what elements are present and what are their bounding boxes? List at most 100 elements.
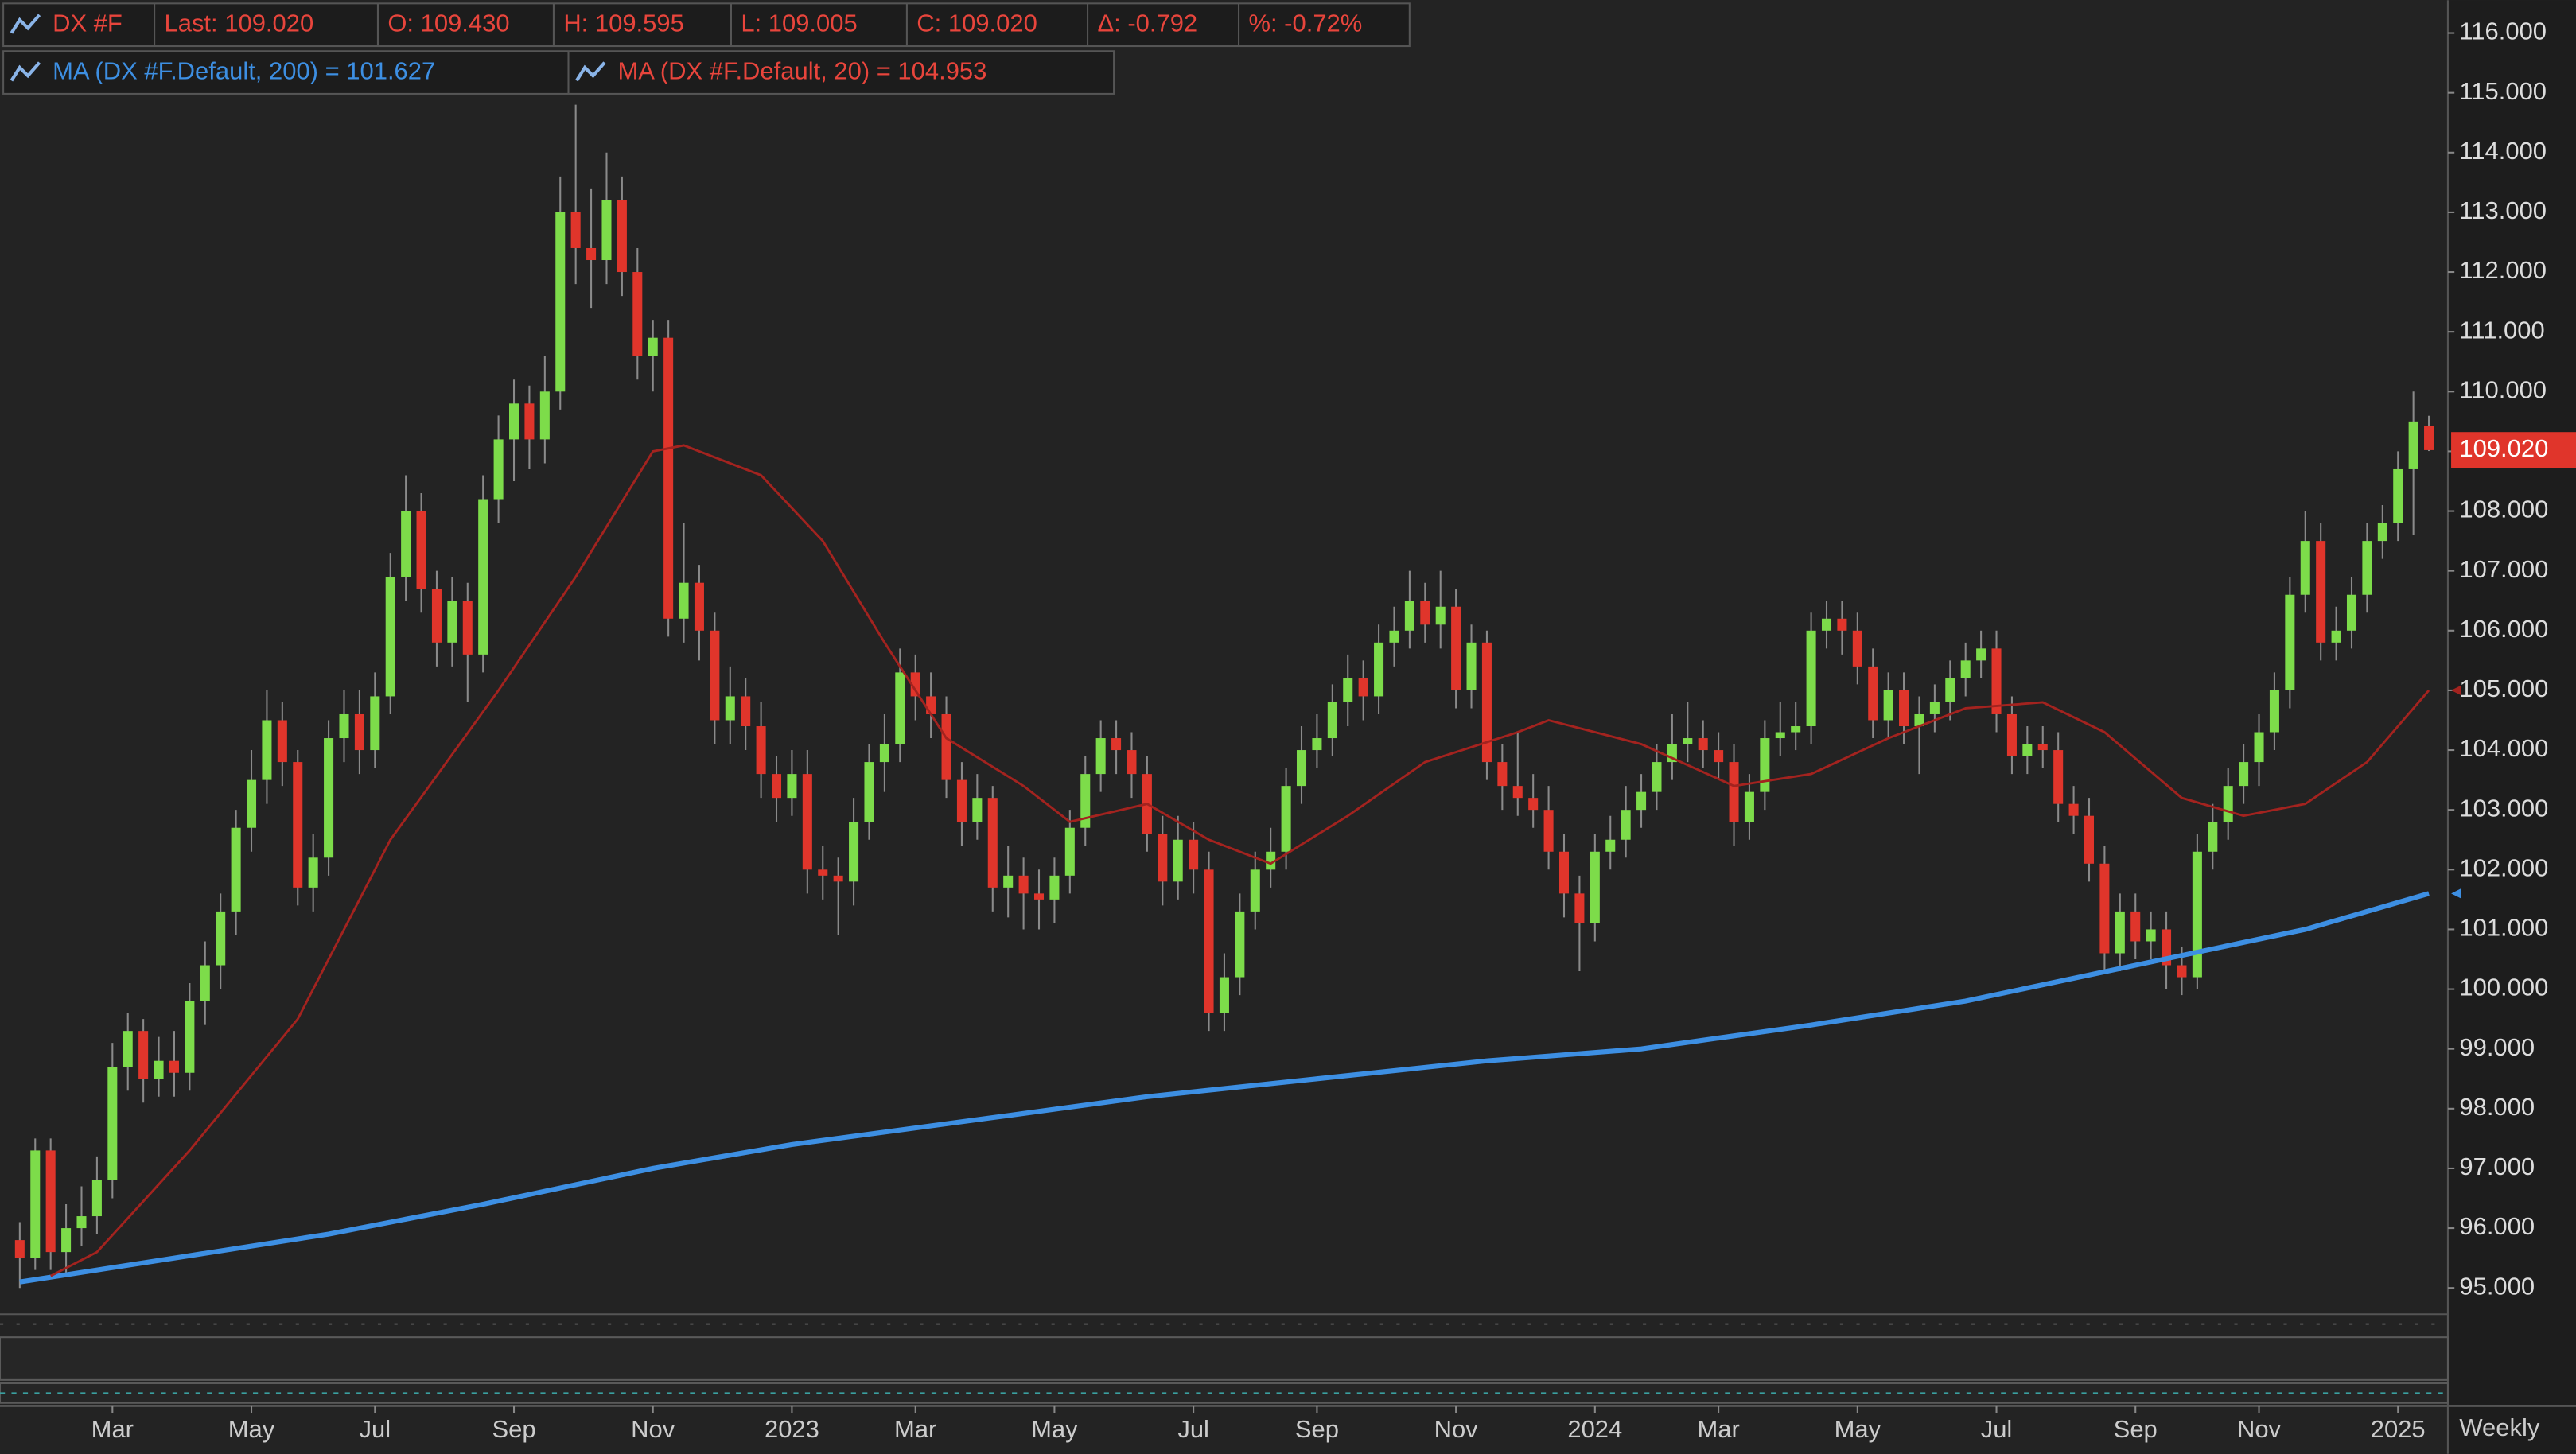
y-tick-label: 115.000	[2459, 77, 2547, 105]
candle-body	[956, 779, 967, 822]
candle-body	[91, 1180, 102, 1217]
x-tick-label: May	[228, 1415, 275, 1443]
candle-body	[1991, 648, 2002, 714]
candle-body	[1821, 618, 1832, 631]
candle-body	[586, 247, 597, 261]
interval-label: Weekly	[2459, 1413, 2539, 1441]
candle-body	[1543, 810, 1554, 852]
x-tick-label: Nov	[2237, 1415, 2282, 1443]
candle-body	[1652, 762, 1662, 792]
price-axis-panel	[2447, 0, 2576, 1454]
candle-body	[1127, 750, 1137, 775]
candle-body	[1281, 786, 1291, 852]
axis-marker	[2451, 685, 2461, 696]
y-tick-label: 105.000	[2459, 675, 2548, 702]
candle-body	[308, 857, 318, 888]
legend: MA (DX #F.Default, 200) = 101.627 MA (DX…	[2, 50, 1115, 95]
x-tick-label: Mar	[91, 1415, 134, 1443]
candle-body	[2316, 541, 2326, 643]
x-tick-label: Sep	[1295, 1415, 1339, 1443]
header-item: O: 109.430	[387, 9, 509, 37]
candle-body	[1497, 762, 1508, 787]
candle-body	[632, 272, 643, 356]
candle-body	[478, 499, 488, 655]
candle-body	[1080, 774, 1091, 828]
candle-body	[247, 779, 257, 828]
candle-body	[1636, 791, 1647, 811]
header: DX #F Last: 109.020 O: 109.430 H: 109.59…	[2, 2, 1411, 48]
candle-body	[30, 1150, 41, 1258]
candle-body	[756, 726, 766, 775]
legend-entry: MA (DX #F.Default, 20) = 104.953	[617, 56, 986, 84]
candle-body	[1095, 738, 1106, 775]
y-tick-label: 96.000	[2459, 1212, 2535, 1240]
candle-body	[1327, 702, 1337, 739]
candle-body	[679, 582, 689, 619]
candle-body	[2146, 929, 2156, 942]
candle-body	[1883, 690, 1893, 721]
candle-body	[2099, 863, 2110, 954]
candle-body	[1374, 642, 1384, 697]
rsi-panel	[0, 1336, 2449, 1381]
candle-body	[1266, 851, 1276, 870]
candle-body	[1760, 738, 1770, 792]
candle-body	[2346, 594, 2357, 631]
x-tick-label: May	[1031, 1415, 1078, 1443]
candle-body	[1312, 738, 1322, 751]
candle-body	[1899, 690, 1909, 727]
candle-body	[1064, 827, 1075, 876]
candle-body	[1775, 732, 1785, 739]
candle-body	[1976, 648, 1986, 661]
y-tick-label: 108.000	[2459, 496, 2548, 523]
x-tick-label: Nov	[1434, 1415, 1479, 1443]
candle-body	[262, 720, 272, 780]
candle-body	[2254, 732, 2264, 763]
y-tick-label: 103.000	[2459, 794, 2548, 822]
axis-marker	[2451, 888, 2461, 899]
candle-body	[2115, 911, 2125, 954]
x-tick-label: Sep	[492, 1415, 535, 1443]
candle-body	[508, 403, 519, 440]
candle-body	[324, 738, 334, 858]
candle-body	[648, 337, 658, 356]
candle-body	[1868, 666, 1878, 721]
candle-body	[1914, 713, 1924, 727]
header-item: C: 109.020	[916, 9, 1037, 37]
candle-body	[663, 337, 674, 619]
y-tick-label: 100.000	[2459, 974, 2548, 1001]
candle-body	[1204, 869, 1214, 1013]
y-tick-label: 111.000	[2459, 316, 2544, 344]
x-tick-label: Mar	[1697, 1415, 1739, 1443]
y-tick-label: 101.000	[2459, 914, 2548, 942]
y-tick-label: 97.000	[2459, 1153, 2535, 1180]
x-tick-label: Jul	[360, 1415, 391, 1443]
candle-body	[231, 827, 241, 912]
candle-body	[462, 601, 473, 655]
price-tag	[2451, 432, 2576, 468]
candle-body	[45, 1150, 56, 1253]
candle-body	[972, 798, 983, 822]
y-tick-label: 99.000	[2459, 1033, 2535, 1061]
candle-body	[1806, 630, 1816, 727]
x-tick-label: Sep	[2114, 1415, 2158, 1443]
x-tick-label: 2025	[2371, 1415, 2426, 1443]
candle-body	[401, 511, 411, 577]
candle-body	[1173, 839, 1183, 882]
candle-body	[1558, 851, 1570, 894]
candle-body	[524, 403, 535, 440]
candle-body	[725, 696, 735, 721]
candle-body	[107, 1067, 118, 1180]
candle-body	[1729, 762, 1739, 822]
candle-body	[694, 582, 704, 631]
candle-body	[154, 1060, 164, 1079]
candle-body	[1512, 786, 1523, 799]
candle-body	[1358, 678, 1368, 697]
y-tick-label: 107.000	[2459, 555, 2548, 583]
candle-body	[1250, 869, 1260, 912]
header-item: Δ: -0.792	[1097, 9, 1197, 37]
x-tick-label: Mar	[894, 1415, 936, 1443]
legend-box	[2, 50, 1115, 95]
y-tick-label: 113.000	[2459, 196, 2547, 224]
